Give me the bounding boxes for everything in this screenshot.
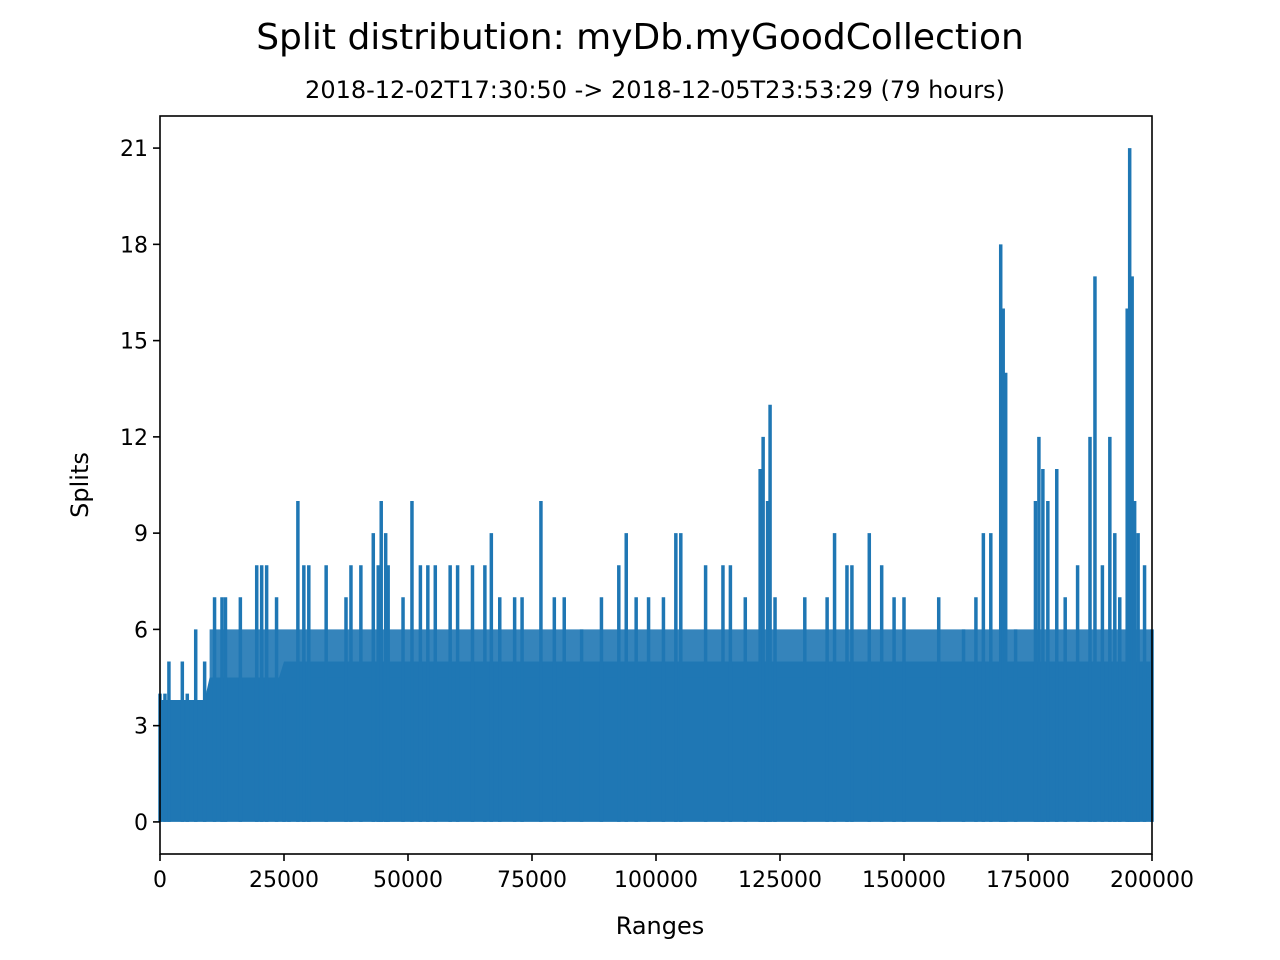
x-tick-label-2: 50000 [373, 868, 443, 893]
chart-subtitle: 2018-12-02T17:30:50 -> 2018-12-05T23:53:… [305, 76, 1005, 104]
y-tick-label-5: 15 [120, 330, 148, 355]
y-axis-label: Splits [66, 452, 94, 518]
x-tick-label-0: 0 [153, 868, 167, 893]
y-tick-label-0: 0 [134, 811, 148, 836]
chart-title: Split distribution: myDb.myGoodCollectio… [256, 17, 1024, 58]
y-tick-label-1: 3 [134, 715, 148, 740]
y-axis: 0 3 6 9 12 15 18 21 [120, 137, 160, 836]
x-tick-label-5: 125000 [738, 868, 822, 893]
y-tick-label-3: 9 [134, 522, 148, 547]
x-axis-label: Ranges [616, 912, 705, 940]
x-axis: 0 25000 50000 75000 100000 125000 150000 175000… [153, 854, 1194, 893]
y-tick-label-2: 6 [134, 618, 148, 643]
x-tick-label-1: 25000 [249, 868, 319, 893]
x-tick-label-7: 175000 [986, 868, 1070, 893]
x-tick-label-8: 200000 [1110, 868, 1194, 893]
x-tick-label-4: 100000 [614, 868, 698, 893]
y-tick-label-7: 21 [120, 137, 148, 162]
plot-area [158, 148, 1154, 822]
x-tick-label-6: 150000 [862, 868, 946, 893]
x-tick-label-3: 75000 [497, 868, 567, 893]
y-tick-label-6: 18 [120, 233, 148, 258]
y-tick-label-4: 12 [120, 426, 148, 451]
